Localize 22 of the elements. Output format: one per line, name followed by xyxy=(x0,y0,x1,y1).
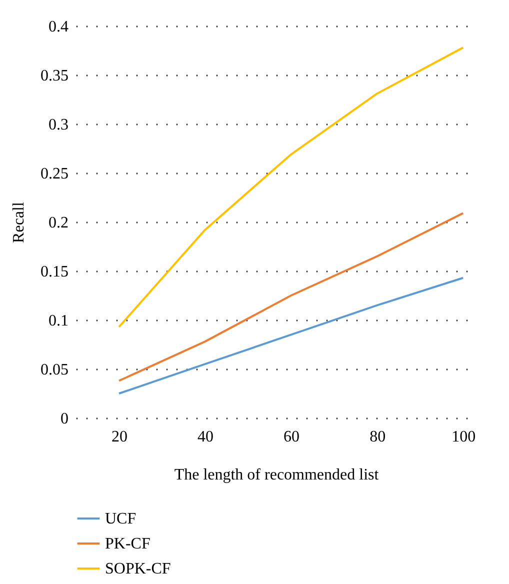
y-tick-label: 0.35 xyxy=(40,68,68,84)
line-series xyxy=(118,212,464,382)
y-tick-label: 0.15 xyxy=(40,264,68,280)
y-tick-label: 0.4 xyxy=(48,18,68,36)
y-tick-label: 0.2 xyxy=(48,214,68,232)
legend-label: UCF xyxy=(105,510,136,528)
y-axis-title: Recall xyxy=(10,202,28,243)
y-tick-label: 0.3 xyxy=(48,116,68,134)
x-tick-label: 20 xyxy=(112,428,128,446)
x-tick-label: 60 xyxy=(284,428,300,446)
x-tick-label: 80 xyxy=(370,428,386,446)
y-tick-label: 0.25 xyxy=(40,166,68,182)
y-tick-label: 0.05 xyxy=(40,362,68,378)
x-tick-label: 100 xyxy=(452,428,476,446)
x-tick-label: 40 xyxy=(198,428,214,446)
legend-label: SOPK-CF xyxy=(105,560,171,578)
legend-label: PK-CF xyxy=(105,536,150,552)
line-series xyxy=(118,276,464,394)
line-series xyxy=(118,46,464,328)
y-tick-label: 0.1 xyxy=(48,312,68,330)
x-axis-title: The length of recommended list xyxy=(174,466,380,484)
y-tick-label: 0 xyxy=(60,410,68,428)
